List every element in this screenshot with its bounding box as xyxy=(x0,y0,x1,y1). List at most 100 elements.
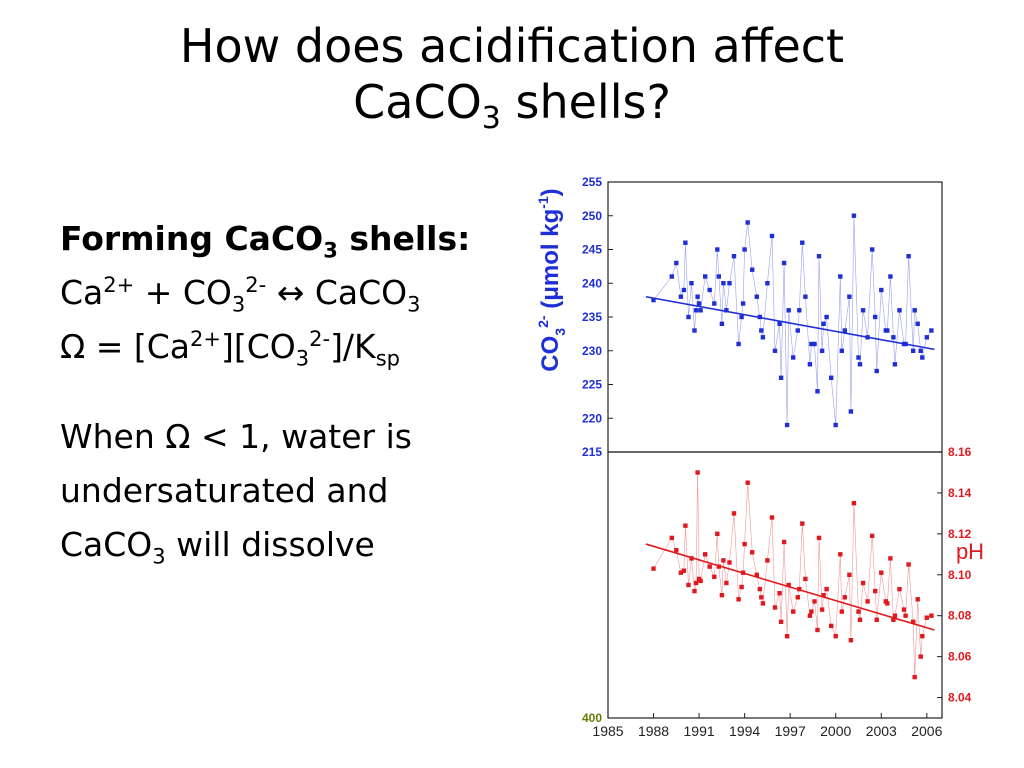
ph-data-point xyxy=(674,548,679,553)
co3-data-point xyxy=(842,328,847,333)
co3-data-point xyxy=(707,287,712,293)
ph-data-point xyxy=(712,574,717,579)
ph-data-point xyxy=(911,619,916,624)
eq1-sub-c: 3 xyxy=(407,292,421,317)
heading-subscript: 3 xyxy=(323,238,338,263)
co3-data-point xyxy=(816,254,822,259)
ph-data-point xyxy=(721,558,726,563)
eq1-part-a: Ca xyxy=(60,273,104,312)
co3-data-point xyxy=(769,233,775,239)
ph-trend-line xyxy=(645,543,935,631)
co3-data-point xyxy=(715,247,720,252)
year-tick-label: 1994 xyxy=(729,723,760,739)
ph-data-point xyxy=(742,541,747,547)
co3-data-point xyxy=(760,335,766,340)
year-tick-label: 2000 xyxy=(820,723,851,739)
co3-ytick-label: 235 xyxy=(582,310,602,324)
ph-data-point xyxy=(745,480,750,485)
co3-ytick-label: 240 xyxy=(582,276,602,290)
para-line-1: When Ω < 1, water is xyxy=(60,417,412,456)
ph-data-point xyxy=(651,566,656,571)
ph-data-point xyxy=(795,595,800,600)
co3-data-point xyxy=(915,321,920,326)
title-formula: CaCO xyxy=(353,75,482,129)
ph-ytick-label: 8.08 xyxy=(948,609,972,623)
co3-data-point xyxy=(891,335,896,340)
eq2-sub-c: sp xyxy=(375,346,400,371)
ph-data-point xyxy=(918,654,923,659)
ph-data-point xyxy=(772,605,778,610)
ph-data-point xyxy=(692,588,697,594)
co3-data-point xyxy=(833,422,838,428)
co3-data-point xyxy=(838,274,843,279)
ph-data-point xyxy=(696,576,702,582)
ph-data-point xyxy=(731,511,737,516)
ph-data-point xyxy=(891,617,896,622)
co3-data-point xyxy=(719,321,725,326)
co3-ytick-label: 250 xyxy=(582,209,602,223)
co3-data-point xyxy=(678,294,684,299)
co3-data-point xyxy=(727,281,732,286)
co3-data-point xyxy=(856,355,861,360)
ph-data-point xyxy=(819,607,825,612)
ph-data-point xyxy=(678,570,684,575)
co3-data-point xyxy=(857,362,863,367)
ph-data-point xyxy=(786,582,791,588)
ph-data-point xyxy=(815,627,820,633)
ph-data-point xyxy=(888,556,893,561)
co3-data-point xyxy=(740,301,746,306)
co3-data-point xyxy=(851,213,857,218)
ph-data-point xyxy=(791,609,796,614)
para-line-2: undersaturated and xyxy=(60,471,389,510)
para-line-3-text: CaCO xyxy=(60,525,153,564)
co3-data-point xyxy=(736,341,741,347)
ph-data-point xyxy=(879,570,884,575)
ph-data-point xyxy=(781,539,787,545)
co3-data-point xyxy=(795,328,800,333)
ph-data-point xyxy=(686,582,691,588)
ph-data-point xyxy=(838,552,843,557)
co3-data-point xyxy=(803,294,808,299)
co3-data-point xyxy=(692,328,697,333)
co3-data-point xyxy=(724,308,729,313)
co3-data-point xyxy=(874,368,879,374)
ph-data-point xyxy=(870,533,875,539)
equation-reaction: Ca2+ + CO32- ↔ CaCO3 xyxy=(60,266,500,320)
co3-data-point xyxy=(920,355,925,360)
dissolve-paragraph: When Ω < 1, water is undersaturated and … xyxy=(60,410,500,572)
ph-data-point xyxy=(860,580,866,586)
co3-data-point xyxy=(892,362,898,367)
ph-data-point xyxy=(903,613,908,618)
eq2-part-c: ]/K xyxy=(330,327,376,366)
ph-data-point xyxy=(897,586,902,592)
co3-data-point xyxy=(791,355,796,360)
co3-data-point xyxy=(786,308,791,313)
co3-data-point xyxy=(870,247,875,252)
co3-data-point xyxy=(712,301,717,306)
ph-data-point xyxy=(757,586,762,592)
co3-ph-time-series-chart: 215 220 225 230 235 240 245 250 255 8.04 8.06 8.08… xyxy=(535,175,984,739)
ph-data-point xyxy=(719,593,725,598)
co3-data-point xyxy=(847,294,852,299)
co3-data-point xyxy=(754,294,759,299)
body-heading: Forming CaCO3 shells: xyxy=(60,212,500,266)
co3-series-line xyxy=(653,215,932,426)
ph-data-point xyxy=(874,617,879,622)
co3-panel-frame xyxy=(607,181,943,453)
ph-data-point xyxy=(803,576,808,582)
ph-data-point xyxy=(759,595,764,600)
ph-data-point xyxy=(816,535,822,541)
ph-data-point xyxy=(812,599,817,604)
ph-data-point xyxy=(929,613,934,618)
co3-ytick-label: 215 xyxy=(582,445,602,459)
year-tick-label: 1991 xyxy=(684,723,715,739)
co3-data-point xyxy=(777,321,782,326)
ph-data-point xyxy=(669,535,674,541)
ph-data-point xyxy=(892,613,898,618)
co3-data-point xyxy=(812,341,817,347)
ph-data-point xyxy=(703,552,708,557)
ph-data-point xyxy=(847,572,852,577)
title-formula-subscript: 3 xyxy=(481,101,501,137)
co3-ytick-label: 230 xyxy=(582,344,602,358)
slide-title: How does acidification affect CaCO3 shel… xyxy=(0,18,1024,147)
